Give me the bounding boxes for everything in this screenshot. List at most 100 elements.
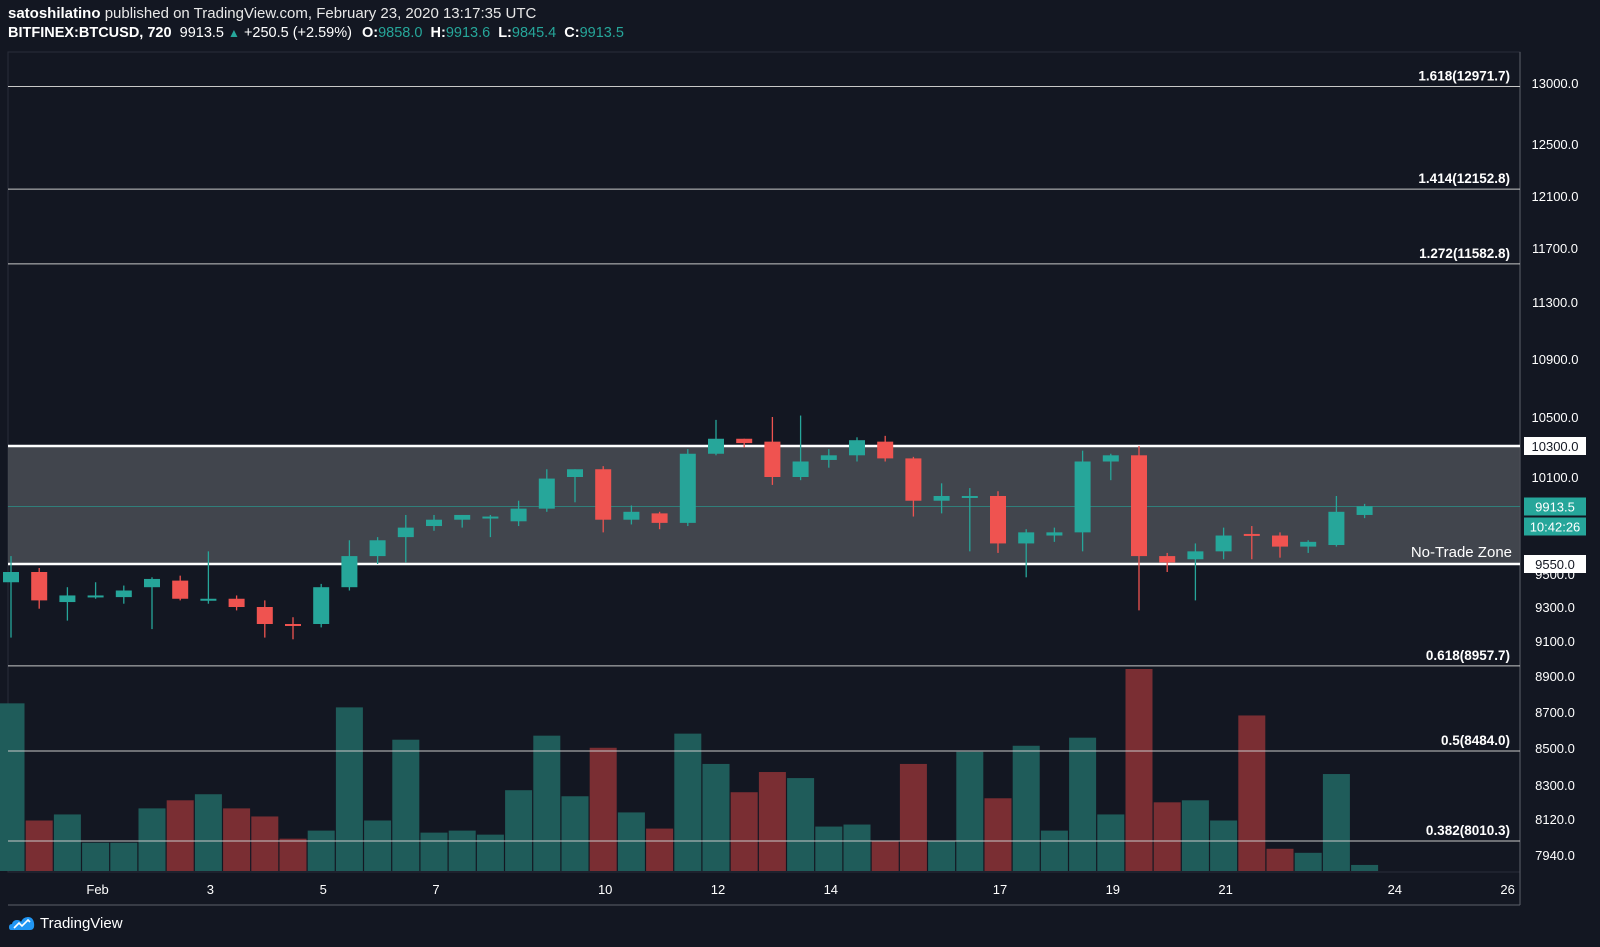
fib-level-label: 0.618(8957.7) — [1426, 648, 1510, 663]
volume-bar — [1294, 852, 1322, 871]
volume-bar — [0, 703, 25, 871]
volume-bar — [871, 840, 899, 871]
brand-name: TradingView — [40, 914, 123, 932]
candle-body[interactable] — [651, 513, 668, 523]
volume-bar — [730, 792, 758, 871]
candle-body[interactable] — [1131, 455, 1147, 557]
candle-body[interactable] — [256, 607, 273, 624]
volume-bar — [1012, 745, 1040, 871]
candle-body[interactable] — [200, 598, 217, 601]
author-name[interactable]: satoshilatino — [8, 5, 101, 22]
fib-level-label: 0.382(8010.3) — [1426, 823, 1510, 838]
high-label: H: — [430, 25, 446, 41]
no-trade-zone — [8, 446, 1520, 564]
zone-bottom-price-tag — [1524, 555, 1586, 573]
open-value: 9858.0 — [378, 25, 423, 41]
candle-body[interactable] — [1215, 535, 1232, 552]
price-tick-label: 9300.0 — [1535, 600, 1575, 615]
volume-bar — [392, 739, 420, 871]
candle-body[interactable] — [679, 453, 696, 523]
fib-level-label: 1.272(11582.8) — [1419, 246, 1510, 261]
candle-body[interactable] — [1356, 506, 1373, 515]
candle-body[interactable] — [115, 590, 132, 598]
candle-body[interactable] — [228, 598, 245, 607]
volume-bar — [787, 778, 815, 871]
candle-body[interactable] — [1018, 532, 1035, 544]
candle-body[interactable] — [482, 516, 499, 519]
price-tick-label: 12500.0 — [1532, 137, 1579, 152]
volume-bar — [166, 800, 194, 871]
candle-body[interactable] — [1300, 541, 1317, 547]
candle-body[interactable] — [538, 478, 555, 509]
candle-body[interactable] — [1102, 455, 1119, 462]
candle-body[interactable] — [454, 514, 471, 520]
candle-body[interactable] — [623, 511, 640, 520]
volume-bar — [843, 824, 871, 871]
candle-body[interactable] — [1272, 535, 1288, 547]
candle-body[interactable] — [341, 556, 358, 588]
candle-body[interactable] — [1187, 551, 1204, 560]
candle-body[interactable] — [1243, 533, 1260, 536]
candle-body[interactable] — [1328, 511, 1345, 546]
candle-body[interactable] — [990, 495, 1006, 544]
candle-body[interactable] — [933, 495, 950, 501]
candle-body[interactable] — [285, 624, 301, 626]
candle-body[interactable] — [510, 508, 527, 522]
candle-body[interactable] — [792, 461, 809, 478]
candle-body[interactable] — [397, 527, 414, 538]
candle-body[interactable] — [1074, 461, 1091, 533]
fib-level-label: 1.618(12971.7) — [1418, 68, 1510, 83]
price-tick-label: 7940.0 — [1535, 848, 1575, 863]
candle-body[interactable] — [736, 438, 753, 444]
candle-body[interactable] — [764, 441, 781, 477]
brand-footer[interactable]: TradingView — [8, 914, 123, 932]
candle-body[interactable] — [877, 441, 894, 459]
time-tick-label: 21 — [1218, 882, 1232, 897]
time-tick-label: 19 — [1106, 882, 1120, 897]
price-tick-label: 10900.0 — [1532, 352, 1579, 367]
candle-body[interactable] — [567, 469, 583, 477]
candle-body[interactable] — [905, 458, 922, 501]
volume-bar — [110, 842, 138, 871]
candle-body[interactable] — [144, 578, 160, 588]
time-tick-label: Feb — [86, 882, 108, 897]
tradingview-logo-icon — [9, 917, 35, 930]
zone-top-price-text: 10300.0 — [1532, 439, 1579, 454]
price-tick-label: 11300.0 — [1532, 295, 1578, 310]
candle-body[interactable] — [1159, 556, 1176, 563]
candle-body[interactable] — [426, 519, 442, 527]
time-tick-label: 10 — [598, 882, 612, 897]
volume-bar — [646, 828, 674, 871]
candle-body[interactable] — [1046, 532, 1063, 536]
ohlc-legend: BITFINEX:BTCUSD, 720 9913.5 ▲ +250.5 (+2… — [8, 25, 628, 41]
volume-bar — [1040, 830, 1068, 871]
candle-body[interactable] — [961, 495, 978, 498]
candle-body[interactable] — [820, 455, 837, 460]
low-label: L: — [498, 25, 512, 41]
symbol-label[interactable]: BITFINEX:BTCUSD, 720 — [8, 25, 172, 41]
candle-body[interactable] — [849, 440, 865, 456]
volume-bar — [307, 830, 335, 871]
time-tick-label: 12 — [711, 882, 725, 897]
candle-body[interactable] — [87, 595, 104, 598]
zone-bottom-price-text: 9550.0 — [1535, 557, 1575, 572]
candle-body[interactable] — [3, 572, 19, 583]
volume-bar — [505, 790, 533, 871]
volume-bar — [617, 812, 645, 871]
up-triangle-icon: ▲ — [228, 26, 240, 40]
candle-body[interactable] — [59, 595, 76, 603]
price-tick-label: 10100.0 — [1532, 470, 1579, 485]
open-label: O: — [362, 25, 379, 41]
price-tick-label: 13000.0 — [1532, 76, 1579, 91]
volume-bar — [1351, 864, 1379, 871]
candle-body[interactable] — [31, 572, 48, 601]
price-tick-label: 8300.0 — [1535, 778, 1575, 793]
candle-body[interactable] — [369, 540, 386, 557]
candle-body[interactable] — [172, 580, 189, 599]
candle-body[interactable] — [595, 469, 612, 520]
candle-body[interactable] — [708, 438, 724, 454]
volume-bar — [561, 796, 589, 871]
candle-body[interactable] — [313, 587, 330, 624]
last-price-tag-text: 9913.5 — [1535, 500, 1575, 515]
